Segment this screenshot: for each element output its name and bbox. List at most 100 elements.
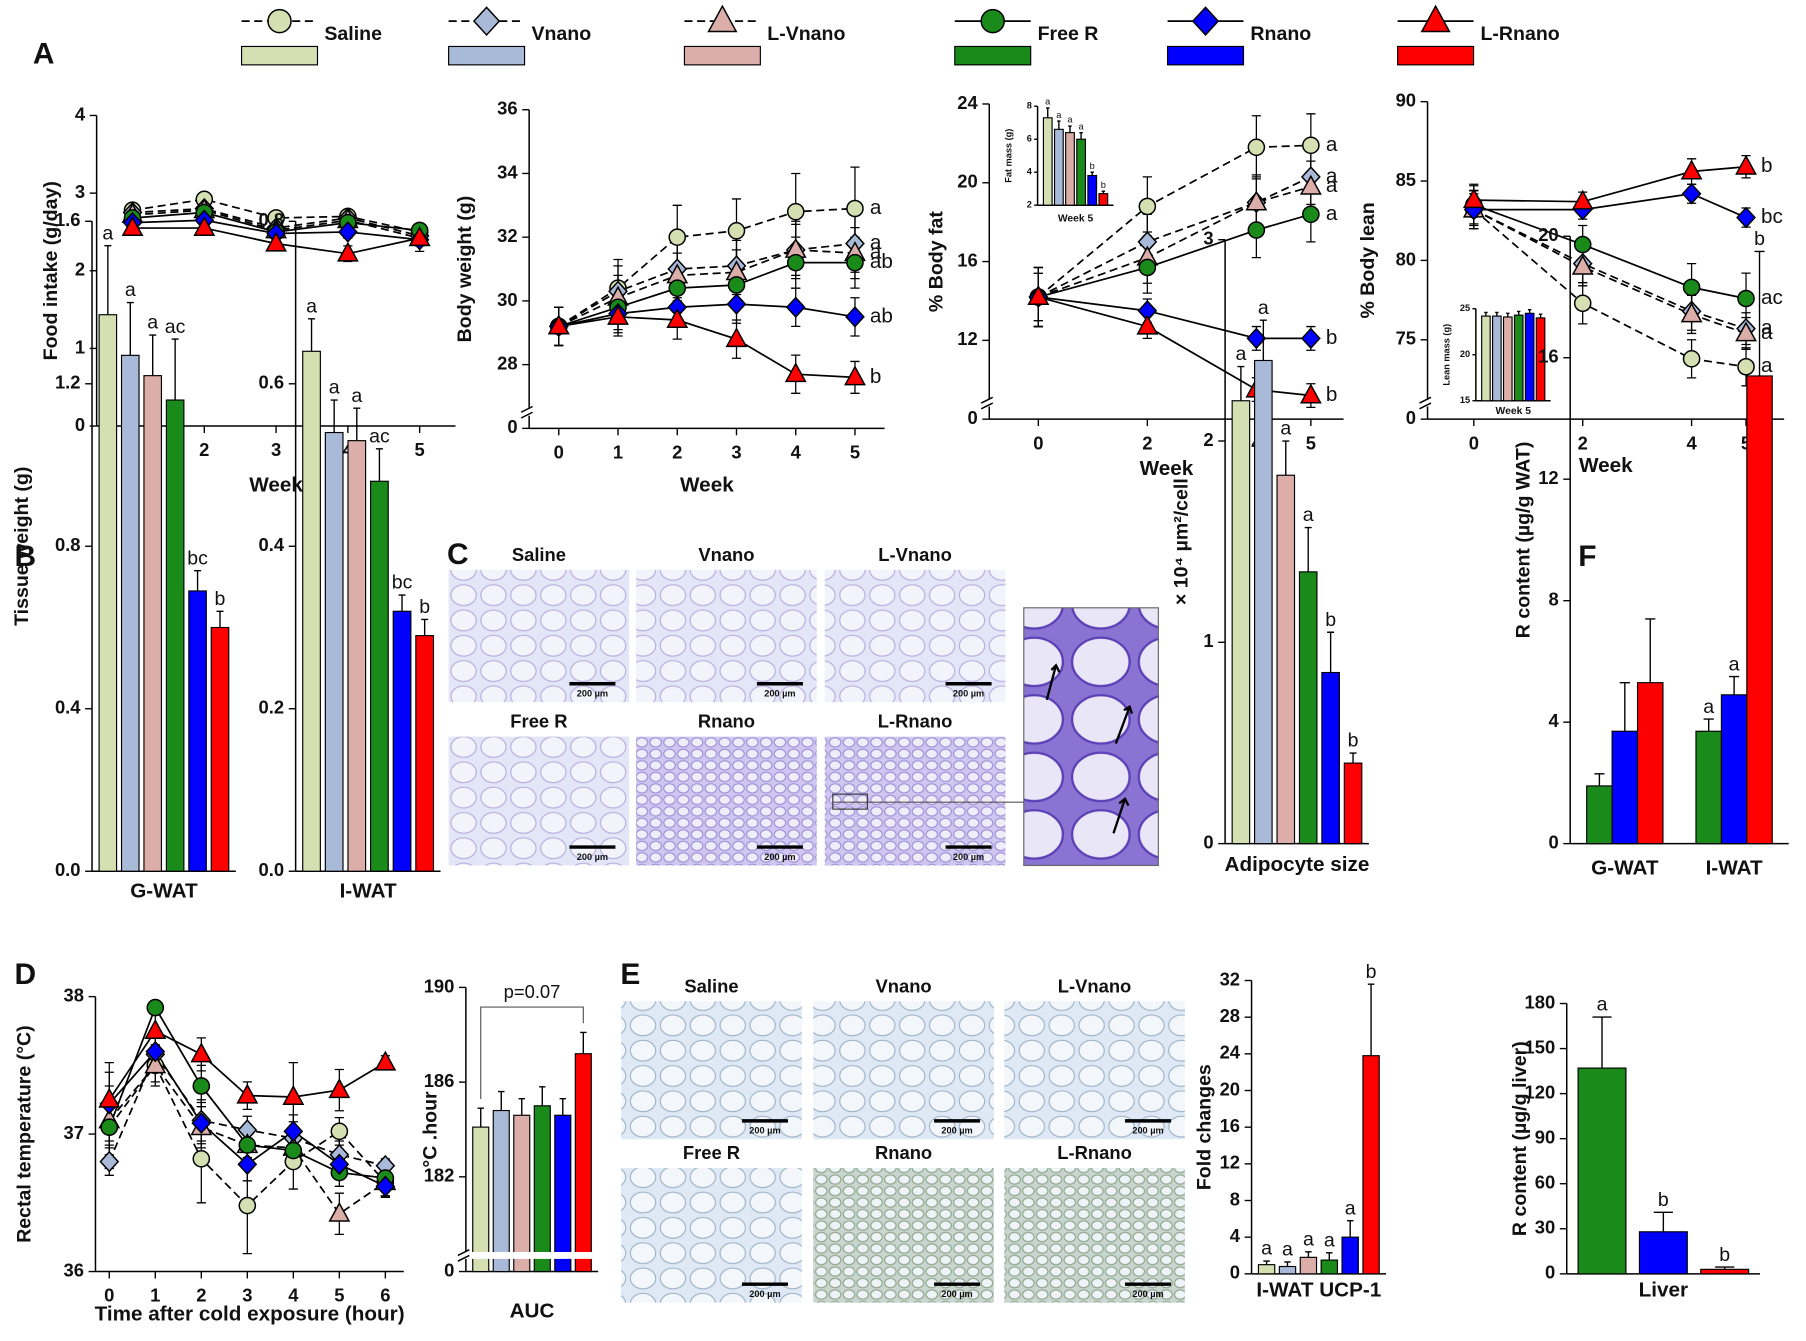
micrograph-image	[636, 569, 817, 703]
marker	[1191, 6, 1220, 37]
panel-letter: B	[15, 540, 37, 573]
x-tick-label: 0	[554, 442, 564, 463]
error-bar	[1349, 752, 1357, 764]
error-bar	[1282, 440, 1290, 476]
error-bar	[1263, 1260, 1270, 1265]
axis-break-gap	[980, 399, 999, 407]
bar	[1231, 400, 1251, 845]
y-tick-label: 120	[1525, 1081, 1556, 1102]
significance-letter: b	[215, 588, 226, 610]
error-bar	[1046, 107, 1050, 118]
significance-letter: a	[1235, 343, 1246, 365]
micrograph: Saline 200 µm	[448, 544, 630, 703]
panel-letter: D	[15, 958, 37, 991]
y-tick-label: 3	[1203, 228, 1213, 249]
error-bar	[477, 1107, 484, 1128]
legend-label: Saline	[324, 23, 382, 45]
bar	[392, 610, 412, 872]
micrograph: Vnano 200 µm	[636, 544, 817, 703]
bar	[210, 626, 230, 872]
bar	[1257, 1264, 1276, 1275]
axis-break	[980, 396, 994, 410]
legend-swatch	[240, 45, 319, 66]
marker	[267, 8, 292, 34]
chart: 0 182 186 190 °C .hour AUC p=0.07	[420, 975, 599, 1322]
micrograph-label: Rnano	[698, 711, 755, 732]
micrograph-label: Vnano	[875, 975, 931, 996]
significance-letter: a	[1761, 354, 1773, 377]
micrograph-image	[813, 1168, 994, 1303]
legend-entry: L-Vnano	[683, 4, 846, 66]
error-bar	[1090, 171, 1094, 176]
series-line	[1473, 165, 1747, 203]
error-bar	[1327, 631, 1335, 673]
scale-bar-label: 200 µm	[764, 689, 795, 699]
y-tick-label: 1	[1203, 630, 1213, 651]
chart: 0 30 60 90 120 150 180 R content (µg/g liver) Li…	[1509, 991, 1760, 1302]
y-tick-label: 28	[1220, 1005, 1240, 1026]
marker	[1138, 197, 1157, 216]
series-line	[558, 242, 856, 328]
micrograph: L-Vnano 200 µm	[1004, 975, 1185, 1140]
error-bar	[1484, 311, 1488, 317]
axis-break	[520, 405, 533, 419]
significance-letter: a	[1703, 696, 1714, 718]
x-tick-label: 1	[150, 1285, 160, 1306]
y-tick-label: 16	[957, 249, 977, 270]
x-tick-label: 5	[334, 1285, 344, 1306]
micrograph-label: L-Rnano	[1057, 1142, 1132, 1163]
y-tick-label: 0	[1545, 1262, 1555, 1283]
axis-break-gap	[456, 1251, 599, 1259]
scale-bar-label: 200 µm	[764, 852, 795, 862]
x-axis-label: Week	[680, 473, 734, 496]
y-tick-label: 0	[444, 1259, 454, 1280]
y-tick-label: 16	[1538, 346, 1558, 367]
significance-letter: a	[1045, 97, 1051, 107]
marker	[337, 221, 358, 243]
y-tick-label: 1.6	[55, 209, 81, 230]
marker	[100, 1118, 119, 1137]
axis-break	[1419, 396, 1432, 410]
marker	[1735, 321, 1757, 342]
marker	[283, 1120, 304, 1143]
bar	[302, 350, 321, 872]
y-tick-label: 38	[64, 984, 84, 1005]
y-axis-label: Food intake (g/day)	[40, 181, 62, 360]
x-axis-label: Week	[1579, 454, 1633, 477]
x-axis-label: Adipocyte size	[1225, 853, 1370, 876]
y-tick-label: 36	[64, 1259, 84, 1280]
error-bar	[1506, 312, 1510, 318]
bar	[347, 440, 367, 872]
bar	[1577, 1067, 1627, 1275]
micrograph: Free R 200 µm	[621, 1142, 802, 1303]
error-bar	[1057, 120, 1061, 130]
marker	[547, 314, 570, 335]
y-tick-label: 0	[1406, 407, 1416, 428]
marker	[146, 998, 165, 1017]
bar	[1087, 174, 1098, 206]
y-axis-label: × 10⁴ µm²/cell	[1171, 478, 1193, 605]
legend-label: L-Rnano	[1480, 23, 1559, 45]
y-tick-label: 0.0	[55, 859, 81, 880]
significance-letter: b	[1658, 1189, 1669, 1211]
significance-letter: a	[329, 377, 340, 399]
significance-letter: a	[1258, 297, 1269, 319]
marker	[191, 1112, 212, 1134]
y-tick-label: 1	[75, 336, 85, 357]
marker	[786, 202, 805, 221]
legend-swatch	[954, 45, 1032, 66]
micrograph-label: Free R	[683, 1142, 740, 1163]
series-line	[1038, 213, 1312, 298]
significance-letter: a	[125, 279, 136, 301]
y-tick-label: 2	[1027, 200, 1032, 210]
marker	[1300, 327, 1321, 350]
scale-bar-label: 200 µm	[953, 852, 984, 862]
bar	[1341, 1236, 1359, 1275]
marker	[668, 279, 687, 297]
error-bar	[398, 594, 406, 612]
significance-letter: ac	[369, 425, 390, 447]
y-tick-label: 25	[1460, 303, 1470, 313]
